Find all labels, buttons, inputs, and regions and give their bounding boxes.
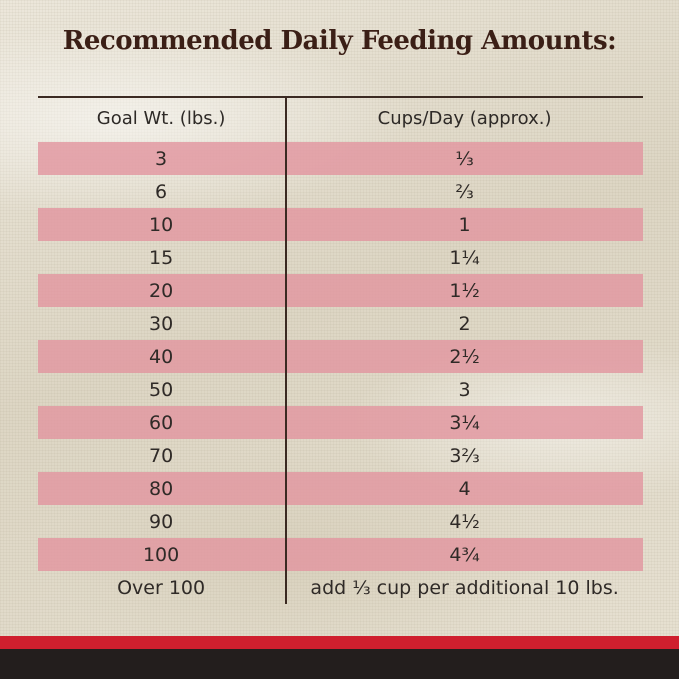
- table-row: 3 ⅓: [38, 142, 643, 175]
- weight-cell: 80: [149, 477, 174, 500]
- cups-cell: 1¼: [449, 246, 480, 269]
- table-row: 15 1¼: [38, 241, 643, 274]
- header-cups-per-day: Cups/Day (approx.): [377, 108, 552, 129]
- cups-cell: 4½: [449, 510, 480, 533]
- table-row: 30 2: [38, 307, 643, 340]
- table-row: 6 ⅔: [38, 175, 643, 208]
- weight-cell: 70: [149, 444, 174, 467]
- cups-cell: 1: [458, 213, 471, 236]
- footer-dark-band: [0, 649, 679, 679]
- weight-cell: 60: [149, 411, 174, 434]
- weight-cell: 3: [155, 147, 168, 170]
- cups-cell: add ⅓ cup per additional 10 lbs.: [310, 576, 619, 599]
- weight-cell: Over 100: [117, 576, 206, 599]
- table-row: 50 3: [38, 373, 643, 406]
- weight-cell: 90: [149, 510, 174, 533]
- header-goal-weight: Goal Wt. (lbs.): [96, 108, 226, 129]
- cups-cell: 3: [458, 378, 471, 401]
- weight-cell: 100: [142, 543, 180, 566]
- cups-cell: ⅓: [455, 147, 474, 170]
- cups-cell: ⅔: [455, 180, 474, 203]
- footer-red-stripe: [0, 636, 679, 649]
- table-header-row: Goal Wt. (lbs.) Cups/Day (approx.): [38, 102, 643, 135]
- cups-cell: 3⅔: [449, 444, 480, 467]
- page-title: Recommended Daily Feeding Amounts:: [62, 26, 617, 56]
- table-top-border: [38, 96, 643, 98]
- weight-cell: 6: [155, 180, 168, 203]
- cups-cell: 2½: [449, 345, 480, 368]
- cups-cell: 4¾: [449, 543, 480, 566]
- weight-cell: 15: [149, 246, 174, 269]
- column-divider: [285, 96, 287, 604]
- weight-cell: 20: [149, 279, 174, 302]
- table-row: 100 4¾: [38, 538, 643, 571]
- table-row: 40 2½: [38, 340, 643, 373]
- table-row: 90 4½: [38, 505, 643, 538]
- table-row: Over 100 add ⅓ cup per additional 10 lbs…: [38, 571, 643, 604]
- table-row: 60 3¼: [38, 406, 643, 439]
- weight-cell: 40: [149, 345, 174, 368]
- cups-cell: 3¼: [449, 411, 480, 434]
- table-row: 70 3⅔: [38, 439, 643, 472]
- cups-cell: 1½: [449, 279, 480, 302]
- table-row: 10 1: [38, 208, 643, 241]
- cups-cell: 4: [458, 477, 471, 500]
- cups-cell: 2: [458, 312, 471, 335]
- weight-cell: 30: [149, 312, 174, 335]
- weight-cell: 10: [149, 213, 174, 236]
- feeding-table: Goal Wt. (lbs.) Cups/Day (approx.) 3 ⅓ 6…: [38, 96, 643, 604]
- table-row: 80 4: [38, 472, 643, 505]
- table-row: 20 1½: [38, 274, 643, 307]
- weight-cell: 50: [149, 378, 174, 401]
